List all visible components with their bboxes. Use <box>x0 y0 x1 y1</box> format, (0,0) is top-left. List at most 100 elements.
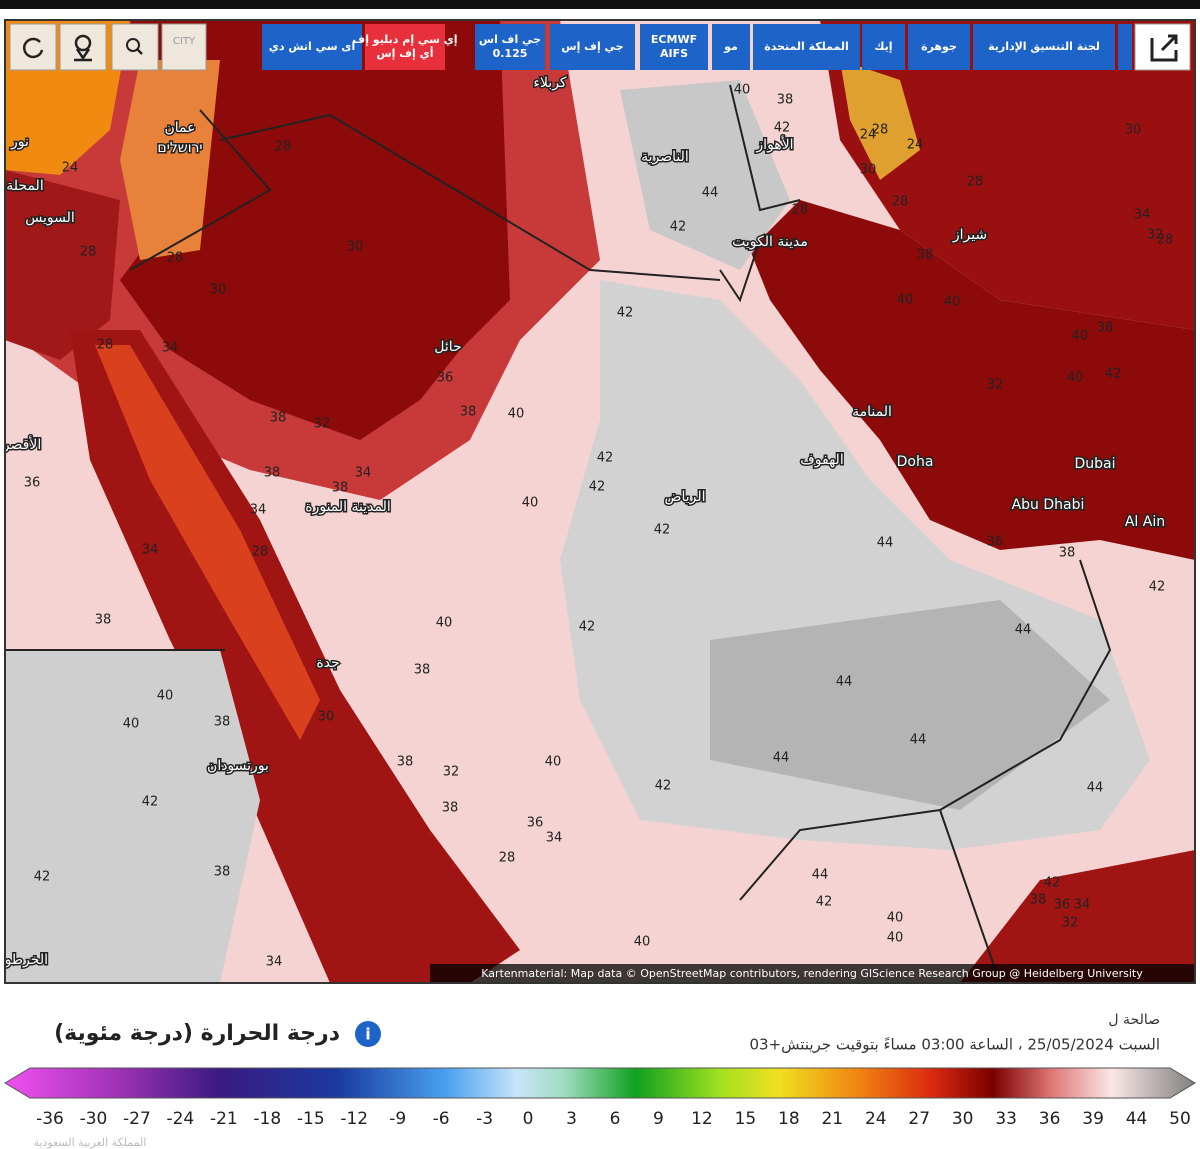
place-label: نور <box>10 134 29 150</box>
temperature-label: 30 <box>318 710 335 725</box>
color-bar-tick-label: 3 <box>566 1109 577 1129</box>
temperature-label: 30 <box>1125 123 1142 138</box>
temperature-label: 38 <box>1059 546 1076 561</box>
place-label: المحلة <box>6 178 43 194</box>
map-frame <box>4 19 1196 984</box>
location-button[interactable] <box>59 23 107 71</box>
color-bar-tick-label: 36 <box>1039 1109 1061 1129</box>
heat-region <box>820 20 1195 330</box>
place-label: شيراز <box>952 227 987 243</box>
temperature-label: 40 <box>436 616 453 631</box>
temperature-label: 40 <box>897 293 914 308</box>
color-bar-tick-label: 30 <box>952 1109 974 1129</box>
temperature-label: 40 <box>157 689 174 704</box>
color-bar-tick-label: 9 <box>653 1109 664 1129</box>
color-bar-tick-label: 27 <box>908 1109 930 1129</box>
temperature-label: 34 <box>266 955 283 970</box>
color-bar-tick-label: -6 <box>433 1109 450 1129</box>
valid-time: السبت 25/05/2024 ، الساعة 03:00 مساءً بت… <box>750 1036 1160 1054</box>
color-bar-tick-label: 0 <box>523 1109 534 1129</box>
temperature-label: 42 <box>589 480 606 495</box>
temperature-label: 38 <box>270 411 287 426</box>
model-button[interactable] <box>640 24 708 70</box>
map: Kartenmaterial: Map data © OpenStreetMap… <box>2 20 1195 983</box>
temperature-label: 38 <box>264 466 281 481</box>
color-bar-tick-label: -30 <box>80 1109 108 1129</box>
temperature-label: 32 <box>314 417 331 432</box>
model-button-label: جي اف اس <box>479 33 541 46</box>
temperature-label: 38 <box>442 801 459 816</box>
color-bar-tick-label: 12 <box>691 1109 713 1129</box>
legend: درجة الحرارة (درجة مئوية) i صالحة ل السب… <box>4 1012 1196 1149</box>
color-bar-tick-label: 44 <box>1126 1109 1148 1129</box>
temperature-label: 44 <box>1087 781 1104 796</box>
heat-region <box>840 60 920 180</box>
temperature-label: 42 <box>1044 876 1061 891</box>
temperature-label: 40 <box>734 83 751 98</box>
place-label: Doha <box>897 454 934 470</box>
attribution-bg <box>430 964 1195 983</box>
temperature-label: 40 <box>123 717 140 732</box>
temperature-label: 32 <box>443 765 460 780</box>
model-button[interactable] <box>475 24 545 70</box>
temperature-label: 40 <box>522 496 539 511</box>
temperature-label: 42 <box>617 306 634 321</box>
temperature-label: 28 <box>892 195 909 210</box>
color-bar-tick-label: -12 <box>340 1109 368 1129</box>
model-button[interactable] <box>712 24 750 70</box>
temperature-label: 42 <box>655 779 672 794</box>
model-button[interactable] <box>973 24 1115 70</box>
color-bar-tick-label: -15 <box>297 1109 325 1129</box>
model-button-label: AIFS <box>660 47 688 60</box>
place-label: Abu Dhabi <box>1012 497 1085 513</box>
info-button[interactable] <box>355 1021 381 1047</box>
temperature-label: 28 <box>97 338 114 353</box>
temperature-label: 38 <box>1097 321 1114 336</box>
place-label: الأقصر <box>2 435 41 453</box>
model-button[interactable] <box>862 24 905 70</box>
temperature-label: 34 <box>546 831 563 846</box>
share-button[interactable] <box>1134 23 1191 71</box>
color-bar-tick-label: 33 <box>995 1109 1017 1129</box>
city-toggle[interactable] <box>161 23 207 71</box>
temperature-label: 34 <box>142 543 159 558</box>
zoom-button[interactable] <box>111 23 159 71</box>
zoom-icon <box>136 48 143 55</box>
color-bar-tick-label: 24 <box>865 1109 887 1129</box>
model-button[interactable] <box>550 24 635 70</box>
color-bar-tick-label: 15 <box>735 1109 757 1129</box>
heat-region <box>960 850 1195 983</box>
model-button[interactable] <box>753 24 860 70</box>
hot-region <box>5 650 260 983</box>
model-button-label: المملكة المتحدة <box>764 40 849 53</box>
place-label: مدينة الكويت <box>732 234 808 250</box>
place-label: الهفوف <box>800 452 843 468</box>
temperature-label: 40 <box>508 407 525 422</box>
model-button-label: جوهرة <box>921 40 957 53</box>
temperature-label: 42 <box>1149 580 1166 595</box>
place-label: السويس <box>25 210 75 226</box>
model-button-label: مو <box>723 40 738 53</box>
valid-label: صالحة ل <box>1108 1012 1160 1028</box>
refresh-icon <box>22 37 44 59</box>
model-button[interactable] <box>1118 24 1132 70</box>
border <box>739 559 1112 901</box>
temperature-label: 44 <box>702 186 719 201</box>
temperature-label: 38 <box>95 613 112 628</box>
temperature-label: 32 <box>987 378 1004 393</box>
top-bar <box>0 0 1200 9</box>
model-button-label: اى سي اتش دي <box>269 40 355 53</box>
model-button[interactable] <box>365 24 445 70</box>
temperature-label: 40 <box>1072 329 1089 344</box>
heat-region <box>120 20 510 440</box>
color-bar-tick-label: -27 <box>123 1109 151 1129</box>
model-button[interactable] <box>262 24 362 70</box>
refresh-button[interactable] <box>9 23 57 71</box>
model-button[interactable] <box>908 24 970 70</box>
temperature-label: 30 <box>860 163 877 178</box>
temperature-label: 24 <box>62 161 79 176</box>
model-button-label: لجنة التنسيق الإدارية <box>988 40 1100 53</box>
temperature-label: 36 <box>527 816 544 831</box>
temperature-label: 38 <box>460 405 477 420</box>
place-label: Al Ain <box>1125 514 1165 530</box>
